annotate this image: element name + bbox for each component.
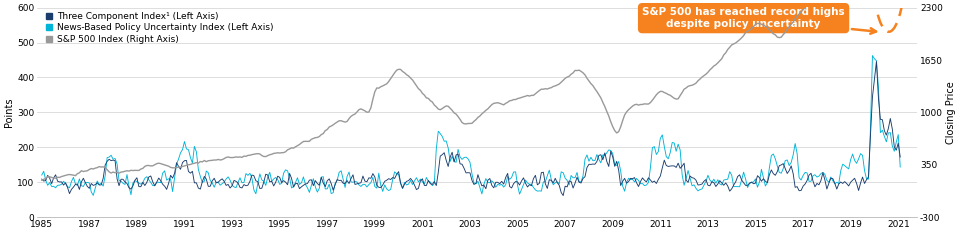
Y-axis label: Closing Price: Closing Price xyxy=(946,81,956,144)
Legend: Three Component Index¹ (Left Axis), News-Based Policy Uncertainty Index (Left Ax: Three Component Index¹ (Left Axis), News… xyxy=(46,12,274,44)
Text: S&P 500 has reached record highs
despite policy uncertainty: S&P 500 has reached record highs despite… xyxy=(642,7,876,34)
Y-axis label: Points: Points xyxy=(4,98,14,127)
